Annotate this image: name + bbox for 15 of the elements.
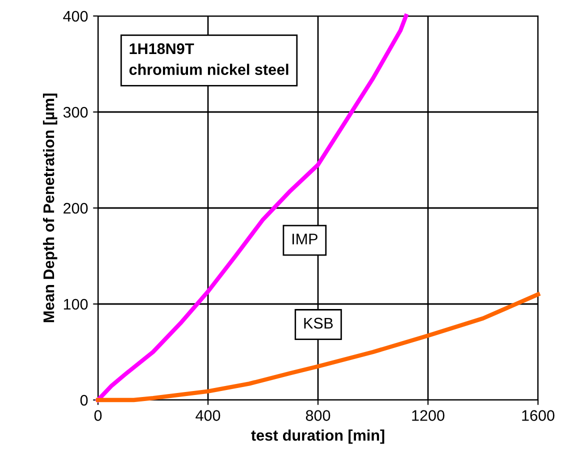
y-tick-label: 300: [63, 106, 88, 118]
y-axis-title: Mean Depth of Penetration [µm]: [42, 94, 58, 322]
x-tick-label: 1200: [412, 410, 444, 421]
text: IMP: [292, 234, 318, 244]
y-tick-label: 100: [64, 298, 88, 310]
x-tick-label: 400: [196, 410, 220, 421]
annotation: 1H18N9T chromium nickel steel: [129, 43, 288, 75]
x-tick-label: 0: [94, 410, 102, 421]
x-tick-label: 1600: [522, 410, 554, 421]
y-tick-label: 200: [64, 202, 88, 214]
y-tick-label: 0: [80, 394, 88, 406]
x-tick-label: 800: [306, 410, 330, 421]
x-axis-title: test duration [min]: [251, 430, 384, 444]
y-tick-label: 400: [63, 10, 88, 22]
text: KSB: [304, 318, 333, 329]
